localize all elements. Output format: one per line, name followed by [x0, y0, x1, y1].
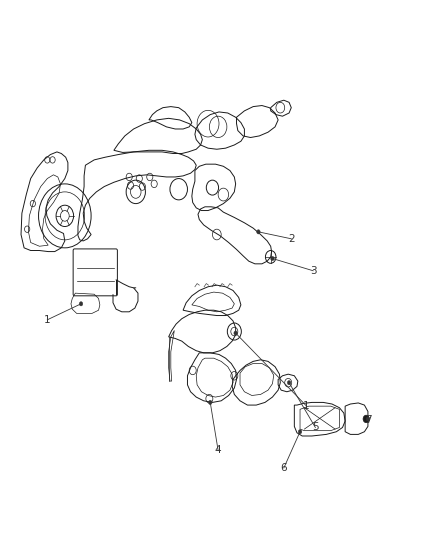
- Circle shape: [287, 381, 291, 385]
- Text: 1: 1: [44, 315, 51, 325]
- Circle shape: [234, 331, 237, 335]
- Circle shape: [257, 230, 260, 234]
- Circle shape: [298, 430, 302, 434]
- Circle shape: [363, 415, 369, 423]
- Text: 7: 7: [365, 415, 372, 425]
- Text: 6: 6: [280, 463, 287, 473]
- Text: 1: 1: [303, 401, 310, 411]
- Text: 4: 4: [215, 446, 222, 455]
- Circle shape: [79, 302, 83, 306]
- Circle shape: [271, 256, 274, 261]
- Circle shape: [366, 417, 370, 421]
- Text: 3: 3: [310, 266, 317, 276]
- Text: 5: 5: [312, 423, 319, 432]
- Circle shape: [208, 400, 212, 405]
- Text: 2: 2: [288, 234, 295, 244]
